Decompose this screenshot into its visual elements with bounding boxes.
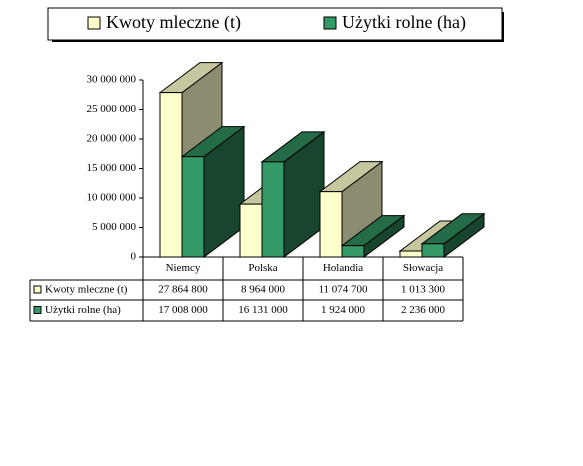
table-series-label: Kwoty mleczne (t) (45, 284, 128, 296)
x-tick-label: Słowacja (403, 262, 443, 274)
bar (159, 92, 183, 258)
bar (341, 245, 365, 258)
legend-label: Użytki rolne (ha) (342, 12, 466, 33)
table-swatch (33, 306, 42, 314)
y-tick-label: 25 000 000 (87, 103, 137, 115)
y-tick-label: 10 000 000 (87, 192, 137, 204)
legend-label: Kwoty mleczne (t) (106, 12, 241, 33)
table-value: 1 924 000 (321, 304, 366, 316)
bar (239, 203, 263, 258)
y-tick-label: 20 000 000 (87, 133, 137, 145)
y-tick-label: 30 000 000 (87, 74, 137, 86)
y-tick-label: 15 000 000 (87, 162, 137, 174)
bar (181, 156, 205, 258)
legend-swatch (87, 16, 101, 30)
table-swatch (33, 285, 42, 294)
bar (319, 191, 343, 258)
y-tick-label: 5 000 000 (92, 221, 137, 233)
table-value: 11 074 700 (318, 284, 368, 296)
table-series-label: Użytki rolne (ha) (45, 304, 121, 316)
legend-box (47, 7, 503, 41)
bar (399, 250, 423, 258)
table-value: 16 131 000 (238, 304, 288, 316)
table-value: 2 236 000 (401, 304, 446, 316)
legend-swatch (323, 16, 337, 30)
x-tick-label: Holandia (323, 262, 363, 274)
legend-shadow (52, 40, 504, 42)
legend-shadow (502, 12, 504, 42)
table-value: 1 013 300 (401, 284, 446, 296)
table-value: 27 864 800 (158, 284, 208, 296)
table-value: 17 008 000 (158, 304, 208, 316)
bar (261, 161, 285, 258)
table-value: 8 964 000 (241, 284, 286, 296)
x-tick-label: Niemcy (166, 262, 201, 274)
x-tick-label: Polska (248, 262, 277, 274)
bar (421, 243, 445, 258)
y-tick-label: 0 (131, 251, 137, 263)
